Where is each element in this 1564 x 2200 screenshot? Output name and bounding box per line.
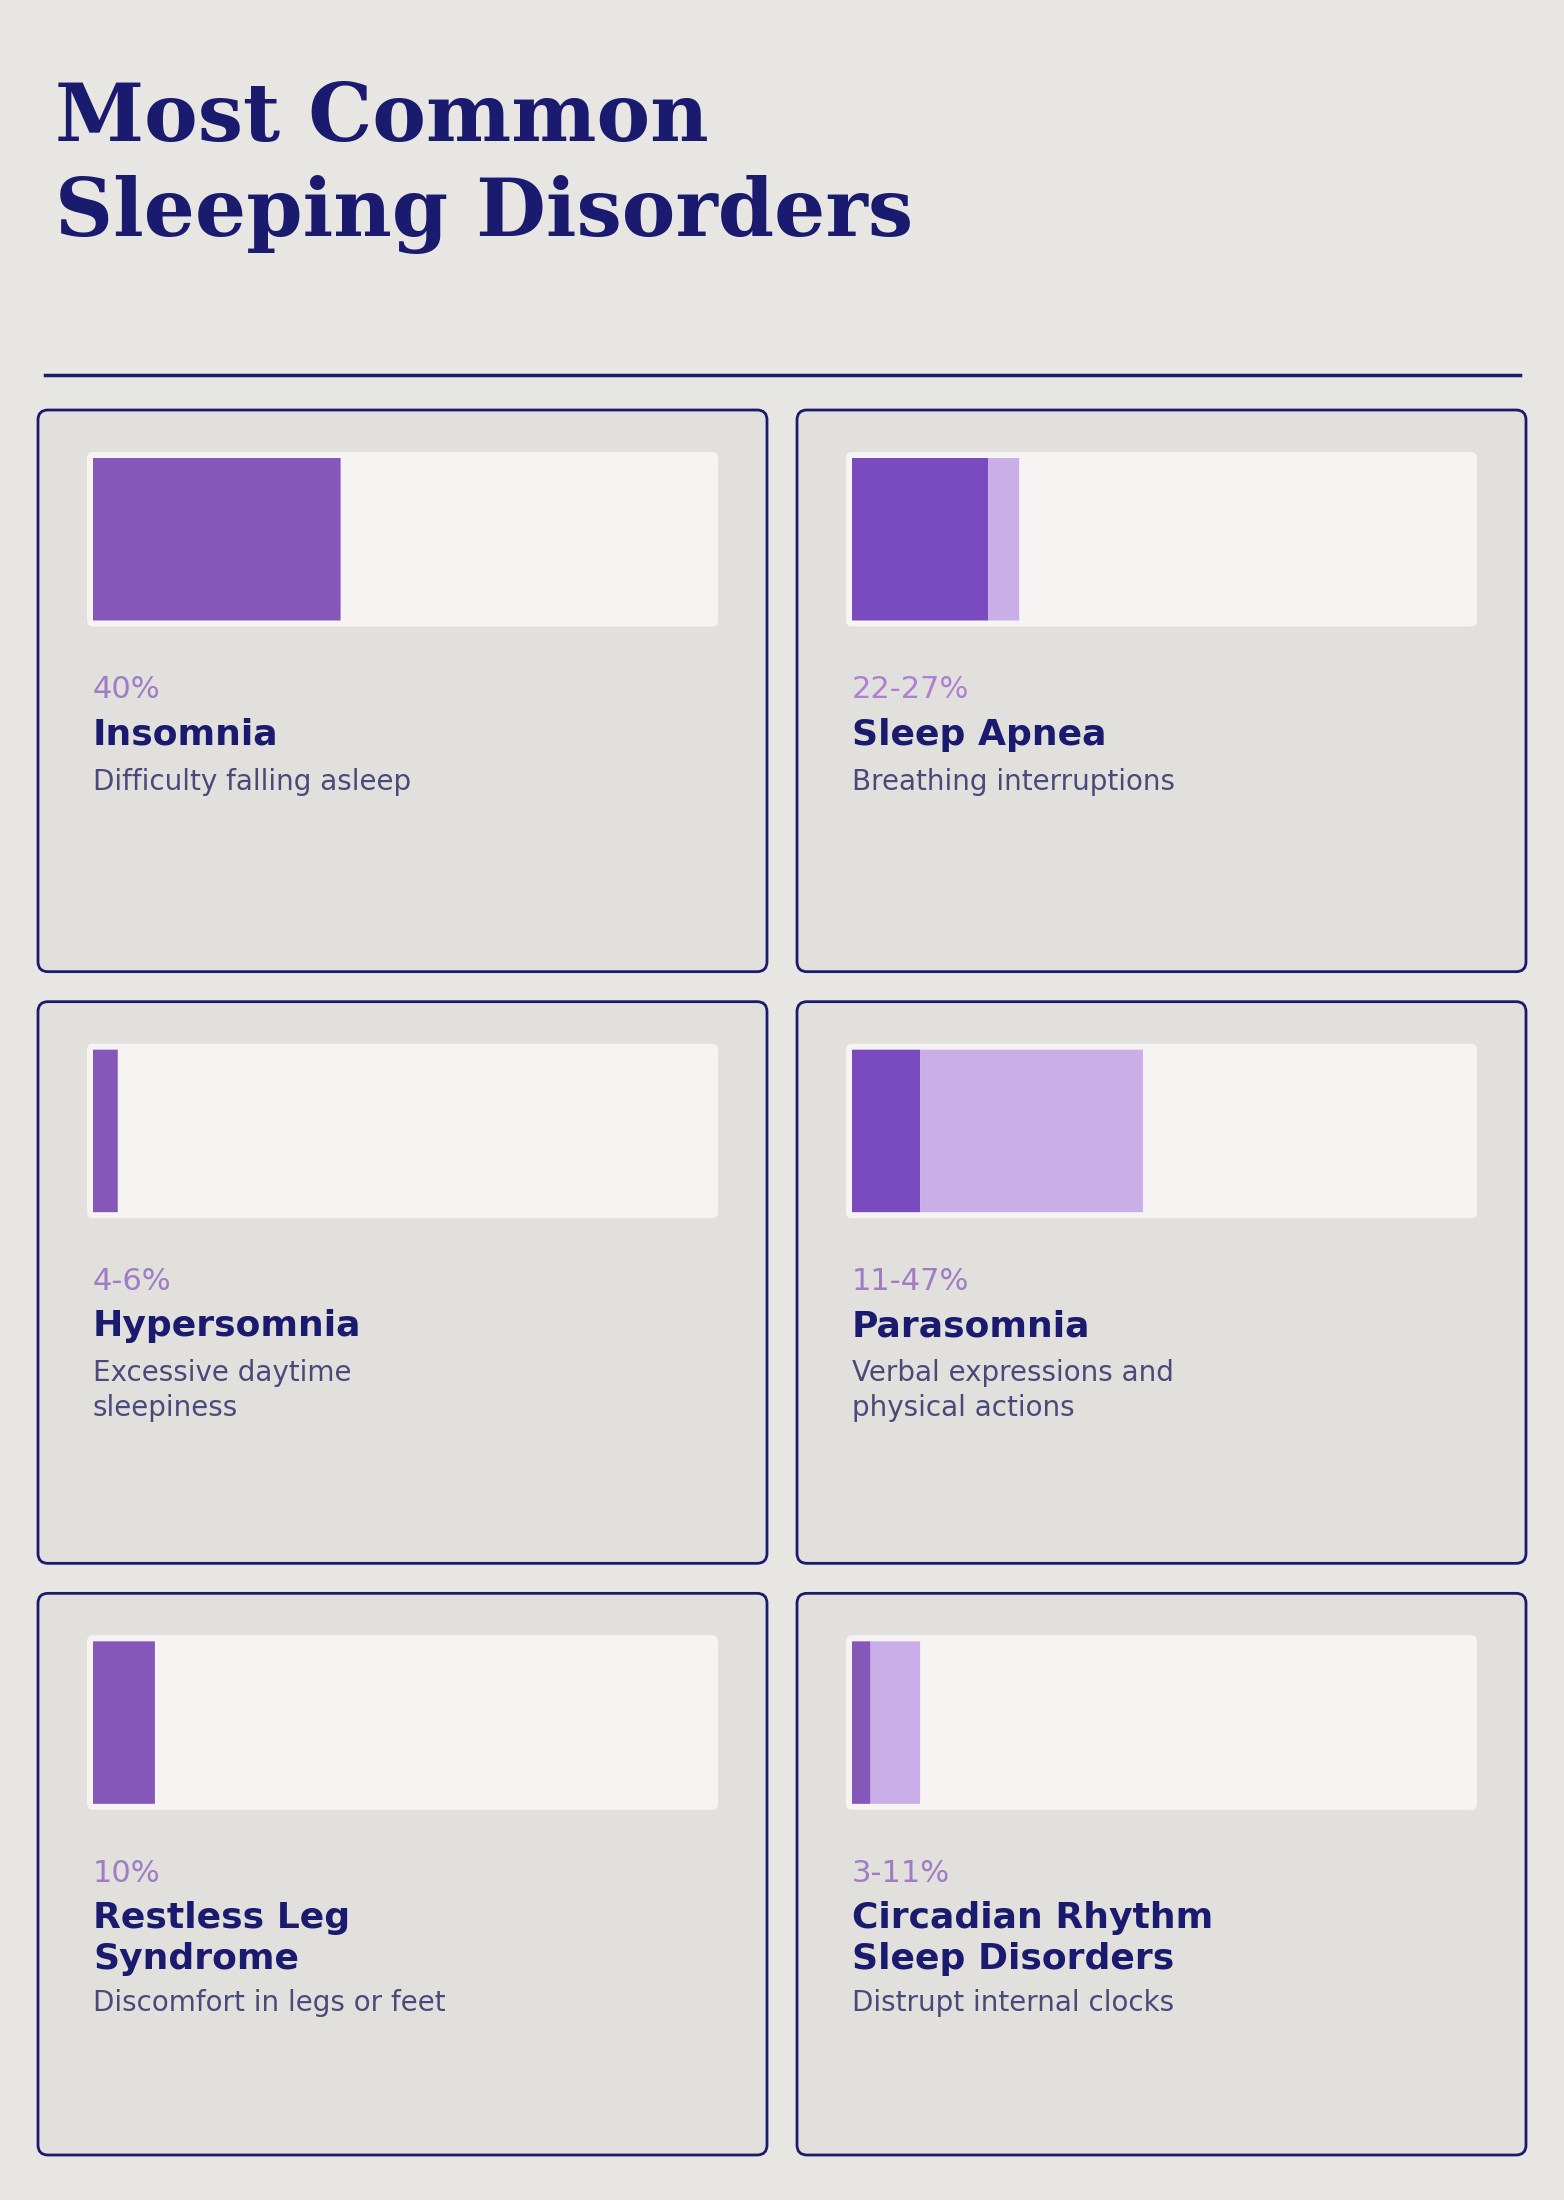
FancyBboxPatch shape	[846, 451, 1476, 627]
Text: Breathing interruptions: Breathing interruptions	[852, 768, 1175, 796]
FancyBboxPatch shape	[38, 1001, 766, 1564]
FancyBboxPatch shape	[871, 1641, 920, 1804]
FancyBboxPatch shape	[846, 1043, 1476, 1219]
Text: 40%: 40%	[92, 675, 161, 704]
Text: Excessive daytime
sleepiness: Excessive daytime sleepiness	[92, 1360, 352, 1421]
FancyBboxPatch shape	[852, 1641, 871, 1804]
Text: 10%: 10%	[92, 1859, 161, 1888]
FancyBboxPatch shape	[846, 1635, 1476, 1811]
Text: 4-6%: 4-6%	[92, 1267, 172, 1296]
Text: Circadian Rhythm
Sleep Disorders: Circadian Rhythm Sleep Disorders	[852, 1901, 1214, 1976]
Text: Verbal expressions and
physical actions: Verbal expressions and physical actions	[852, 1360, 1175, 1421]
FancyBboxPatch shape	[92, 1049, 117, 1212]
FancyBboxPatch shape	[92, 1641, 155, 1804]
FancyBboxPatch shape	[988, 458, 1020, 620]
Text: Most Common: Most Common	[55, 79, 708, 158]
Text: Sleeping Disorders: Sleeping Disorders	[55, 176, 913, 253]
Text: Discomfort in legs or feet: Discomfort in legs or feet	[92, 1989, 446, 2017]
FancyBboxPatch shape	[38, 1593, 766, 2156]
FancyBboxPatch shape	[852, 1049, 920, 1212]
Text: Sleep Apnea: Sleep Apnea	[852, 717, 1106, 752]
FancyBboxPatch shape	[920, 1049, 1143, 1212]
FancyBboxPatch shape	[798, 1593, 1526, 2156]
FancyBboxPatch shape	[38, 409, 766, 972]
FancyBboxPatch shape	[88, 1635, 718, 1811]
Text: Parasomnia: Parasomnia	[852, 1309, 1090, 1344]
Text: Restless Leg
Syndrome: Restless Leg Syndrome	[92, 1901, 350, 1976]
Text: Distrupt internal clocks: Distrupt internal clocks	[852, 1989, 1175, 2017]
Text: Insomnia: Insomnia	[92, 717, 278, 752]
FancyBboxPatch shape	[88, 1043, 718, 1219]
FancyBboxPatch shape	[92, 458, 341, 620]
FancyBboxPatch shape	[88, 451, 718, 627]
Text: 11-47%: 11-47%	[852, 1267, 970, 1296]
Text: 3-11%: 3-11%	[852, 1859, 949, 1888]
FancyBboxPatch shape	[798, 409, 1526, 972]
Text: Difficulty falling asleep: Difficulty falling asleep	[92, 768, 411, 796]
FancyBboxPatch shape	[852, 458, 988, 620]
Text: 22-27%: 22-27%	[852, 675, 970, 704]
Text: Hypersomnia: Hypersomnia	[92, 1309, 361, 1344]
FancyBboxPatch shape	[798, 1001, 1526, 1564]
